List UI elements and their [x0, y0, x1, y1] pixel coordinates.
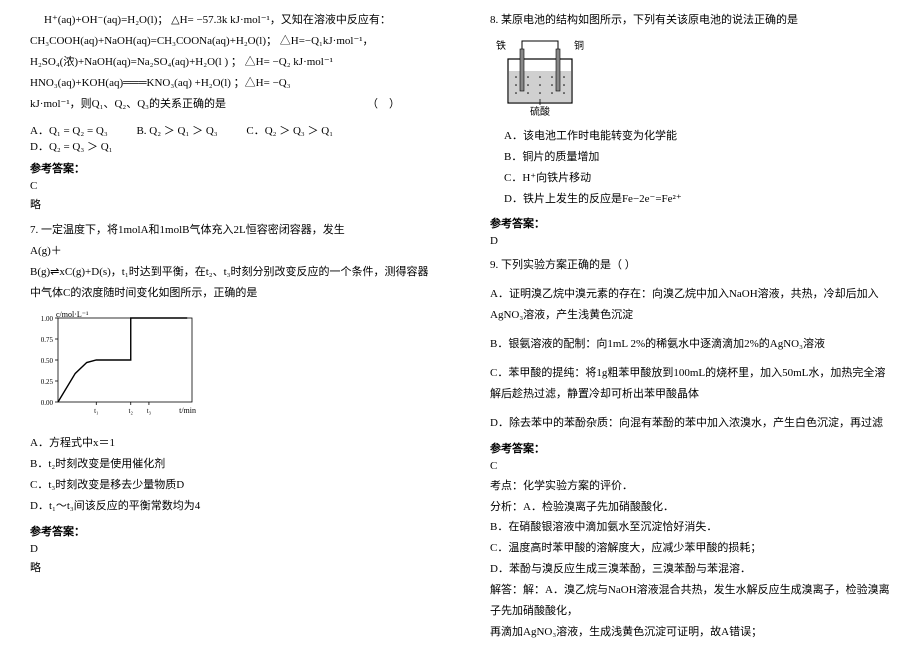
q7-stem-2: A(g)＋ [30, 241, 430, 262]
q9-fx: 分析：A．检验溴离子先加硝酸酸化． [490, 497, 890, 518]
svg-text:t₁: t₁ [94, 407, 98, 415]
q9-fxC: C．温度高时苯甲酸的溶解度大，应减少苯甲酸的损耗； [490, 538, 890, 559]
ref-answer-label-6: 参考答案： [30, 160, 430, 176]
q9-kd: 考点：化学实验方案的评价． [490, 476, 890, 497]
q6-optA: A．Q₁ = Q₂ = Q₃ [30, 122, 108, 138]
answer-6: C [30, 180, 430, 192]
q8-optB: B．铜片的质量增加 [504, 147, 890, 168]
answer-7: D [30, 543, 430, 555]
ref-answer-label-8: 参考答案： [490, 215, 890, 231]
q8-stem: 8. 某原电池的结构如图所示，下列有关该原电池的说法正确的是 [490, 10, 890, 31]
svg-text:0.00: 0.00 [41, 399, 54, 407]
svg-text:0.75: 0.75 [41, 336, 54, 344]
answer-8: D [490, 235, 890, 247]
q9-optA: A．证明溴乙烷中溴元素的存在：向溴乙烷中加入NaOH溶液，共热，冷却后加入AgN… [490, 284, 890, 326]
q7-optC: C．t₃时刻改变是移去少量物质D [30, 475, 430, 496]
q8-optA: A．该电池工作时电能转变为化学能 [504, 126, 890, 147]
q7-chart: 0.00 0.25 0.50 0.75 1.00 t₁ t₂ t₃ t/min c/mol·L⁻¹ [30, 310, 430, 423]
q6-optD: D．Q₂ = Q₃ ＞ Q₁ [30, 138, 112, 154]
svg-text:t/min: t/min [179, 406, 196, 415]
q9-optB: B．银氨溶液的配制：向1mL 2%的稀氨水中逐滴滴加2%的AgNO₃溶液 [490, 334, 890, 355]
q7-optB: B．t₂时刻改变是使用催化剂 [30, 454, 430, 475]
svg-text:t₂: t₂ [129, 407, 134, 415]
eq-line-2: CH₃COOH(aq)+NaOH(aq)=CH₃COONa(aq)+H₂O(l)… [30, 31, 430, 52]
q9-fxB: B．在硝酸银溶液中滴加氨水至沉淀恰好消失． [490, 517, 890, 538]
q6-optC: C．Q₂ ＞ Q₃ ＞ Q₁ [246, 122, 333, 138]
brief-7: 略 [30, 559, 430, 575]
q7-stem-1: 7. 一定温度下，将1molA和1molB气体充入2L恒容密闭容器，发生 [30, 220, 430, 241]
q9-stem: 9. 下列实验方案正确的是（ ） [490, 255, 890, 276]
eq-line-1: H⁺(aq)+OH⁻(aq)=H₂O(l)； △H= −57.3k kJ·mol… [44, 10, 430, 31]
svg-text:0.50: 0.50 [41, 357, 54, 365]
eq-line-3: H₂SO₄(浓)+NaOH(aq)=Na₂SO₄(aq)+H₂O(l ) ； △… [30, 52, 430, 73]
q6-options: A．Q₁ = Q₂ = Q₃ B. Q₂ ＞ Q₁ ＞ Q₃ C．Q₂ ＞ Q₃… [30, 122, 430, 154]
svg-text:硫酸: 硫酸 [530, 105, 550, 117]
q8-optD: D．铁片上发生的反应是Fe−2e⁻=Fe²⁺ [504, 189, 890, 210]
eq-line-4: HNO₃(aq)+KOH(aq)═══KNO₃(aq) +H₂O(l) ；△H=… [30, 73, 430, 94]
q9-fxD: D．苯酚与溴反应生成三溴苯酚，三溴苯酚与苯混溶． [490, 559, 890, 580]
q9-optD: D．除去苯中的苯酚杂质：向混有苯酚的苯中加入浓溴水，产生白色沉淀，再过滤 [490, 413, 890, 434]
q9-optC: C．苯甲酸的提纯：将1g粗苯甲酸放到100mL的烧杯里，加入50mL水，加热完全… [490, 363, 890, 405]
ref-answer-label-9: 参考答案： [490, 440, 890, 456]
q7-optA: A．方程式中x＝1 [30, 433, 430, 454]
svg-text:0.25: 0.25 [41, 378, 54, 386]
brief-6: 略 [30, 196, 430, 212]
q7-optD: D．t₁～t₃间该反应的平衡常数均为4 [30, 496, 430, 517]
q7-stem-3: B(g)⇌xC(g)+D(s)，t₁时达到平衡，在t₂、t₃时刻分别改变反应的一… [30, 262, 430, 304]
ref-answer-label-7: 参考答案： [30, 523, 430, 539]
svg-text:t₃: t₃ [147, 407, 152, 415]
q8-optC: C．H⁺向铁片移动 [504, 168, 890, 189]
eq5-text: kJ·mol⁻¹，则Q₁、Q₂、Q₃的关系正确的是 [30, 98, 226, 110]
eq-line-5: kJ·mol⁻¹，则Q₁、Q₂、Q₃的关系正确的是 （ ） [30, 94, 430, 115]
svg-text:1.00: 1.00 [41, 315, 54, 323]
q9-jd2: 再滴加AgNO₃溶液，生成浅黄色沉淀可证明，故A错误； [490, 622, 890, 643]
q8-diagram: 铁 铜硫酸 [490, 37, 890, 120]
svg-text:铜: 铜 [574, 40, 584, 52]
svg-text:铁: 铁 [496, 39, 506, 52]
svg-text:c/mol·L⁻¹: c/mol·L⁻¹ [56, 310, 89, 319]
answer-9: C [490, 460, 890, 472]
q6-optB: B. Q₂ ＞ Q₁ ＞ Q₃ [136, 122, 217, 138]
q9-jd1: 解答：解：A．溴乙烷与NaOH溶液混合共热，发生水解反应生成溴离子，检验溴离子先… [490, 580, 890, 622]
